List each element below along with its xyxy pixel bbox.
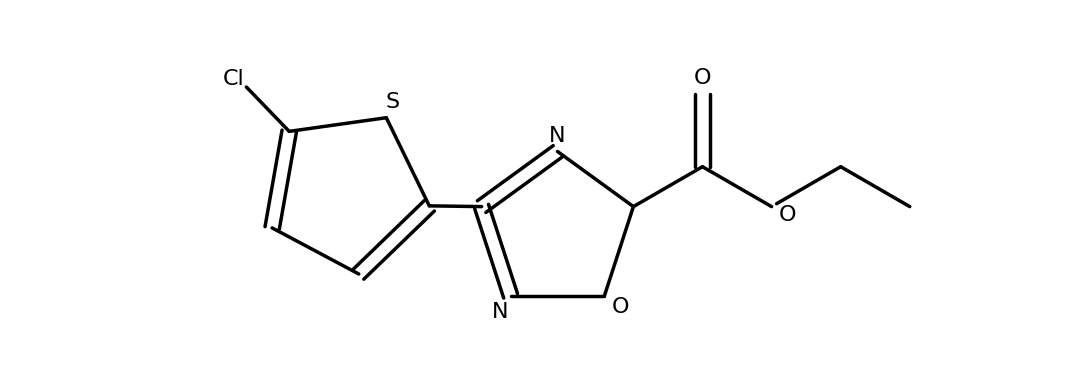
Text: O: O <box>779 205 796 225</box>
Text: O: O <box>694 68 711 88</box>
Text: N: N <box>492 302 508 322</box>
Text: S: S <box>386 92 400 112</box>
Text: O: O <box>611 297 629 317</box>
Text: Cl: Cl <box>223 69 244 89</box>
Text: N: N <box>550 126 566 145</box>
